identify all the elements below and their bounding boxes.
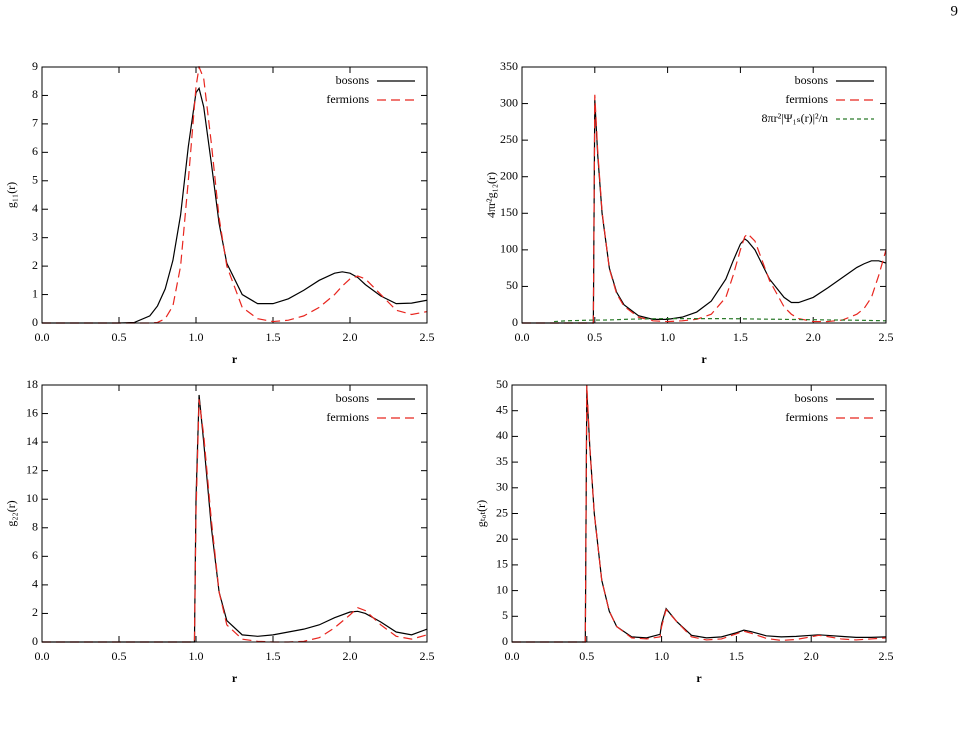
- y-tick-label: 0: [32, 315, 38, 329]
- y-tick-label: 20: [496, 531, 508, 545]
- x-axis-label: r: [701, 352, 707, 366]
- y-tick-label: 0: [32, 634, 38, 648]
- y-tick-label: 3: [32, 229, 38, 243]
- y-axis-label: g₁₁(r): [4, 182, 18, 208]
- series-line: [42, 86, 427, 324]
- y-tick-label: 5: [502, 608, 508, 622]
- x-tick-label: 2.5: [420, 649, 435, 663]
- y-tick-label: 14: [26, 434, 38, 448]
- x-tick-label: 0.0: [35, 330, 50, 344]
- legend-label: bosons: [336, 391, 370, 405]
- x-tick-label: 2.0: [806, 330, 821, 344]
- x-tick-label: 1.0: [189, 649, 204, 663]
- legend-label: bosons: [336, 73, 370, 87]
- y-tick-label: 7: [32, 116, 38, 130]
- page-number: 9: [951, 3, 959, 19]
- x-tick-label: 0.0: [35, 649, 50, 663]
- x-tick-label: 1.5: [729, 649, 744, 663]
- y-tick-label: 15: [496, 557, 508, 571]
- chart: 0 50 100 150 200 250 300 350 0.0 0.5 1.0 1.5 2.0 2.5 r…: [484, 59, 894, 366]
- x-tick-label: 0.0: [505, 649, 520, 663]
- y-tick-label: 8: [32, 520, 38, 534]
- legend-label: fermions: [326, 92, 369, 106]
- series-line: [42, 394, 427, 643]
- x-tick-label: 1.5: [733, 330, 748, 344]
- x-tick-label: 1.0: [660, 330, 675, 344]
- legend-label: bosons: [795, 73, 829, 87]
- y-tick-label: 6: [32, 548, 38, 562]
- y-tick-label: 350: [500, 59, 518, 73]
- chart: 0 1 2 3 4 5 6 7 8 9 0.0 0.5 1.0 1.5 2.0 2.5 r g₁₁(r) boson…: [4, 59, 435, 366]
- x-axis-label: r: [232, 352, 238, 366]
- plot-frame: [511, 384, 887, 643]
- x-axis-label: r: [232, 671, 238, 685]
- x-tick-label: 0.5: [112, 649, 127, 663]
- x-tick-label: 1.5: [266, 649, 281, 663]
- series-line: [42, 399, 427, 643]
- y-tick-label: 9: [32, 59, 38, 73]
- y-tick-label: 1: [32, 286, 38, 300]
- legend-label: bosons: [795, 391, 829, 405]
- chart: 0 5 10 15 20 25 30 35 40 45 50 0.0 0.5 1.0 1.5 2.0 2.5 r g…: [474, 377, 894, 685]
- y-tick-label: 2: [32, 258, 38, 272]
- x-tick-label: 0.5: [587, 330, 602, 344]
- y-tick-label: 30: [496, 480, 508, 494]
- y-tick-label: 8: [32, 87, 38, 101]
- y-tick-label: 45: [496, 402, 508, 416]
- y-tick-label: 5: [32, 173, 38, 187]
- series-line: [553, 318, 886, 323]
- y-tick-label: 50: [496, 377, 508, 391]
- y-tick-label: 40: [496, 428, 508, 442]
- legend-label: fermions: [785, 92, 828, 106]
- y-tick-label: 50: [506, 278, 518, 292]
- y-axis-label: g₂₂(r): [4, 500, 18, 526]
- x-tick-label: 0.5: [112, 330, 127, 344]
- legend-label: fermions: [785, 410, 828, 424]
- x-tick-label: 2.0: [343, 330, 358, 344]
- x-tick-label: 1.0: [189, 330, 204, 344]
- legend-label: 8πr²|Ψ₁ₛ(r)|²/n: [762, 111, 828, 125]
- x-tick-label: 1.5: [266, 330, 281, 344]
- y-tick-label: 0: [512, 315, 518, 329]
- y-tick-label: 4: [32, 201, 38, 215]
- x-tick-label: 1.0: [654, 649, 669, 663]
- series-line: [512, 390, 886, 643]
- y-tick-label: 250: [500, 132, 518, 146]
- y-tick-label: 18: [26, 377, 38, 391]
- y-tick-label: 16: [26, 405, 38, 419]
- y-tick-label: 12: [26, 462, 38, 476]
- series-line: [522, 94, 886, 324]
- y-tick-label: 4: [32, 577, 38, 591]
- plot-frame: [41, 384, 428, 643]
- series-line: [522, 99, 886, 324]
- y-tick-label: 200: [500, 168, 518, 182]
- plot-frame: [521, 66, 887, 324]
- x-tick-label: 2.5: [879, 330, 894, 344]
- y-tick-label: 25: [496, 505, 508, 519]
- x-tick-label: 0.5: [579, 649, 594, 663]
- x-tick-label: 0.0: [515, 330, 530, 344]
- legend-label: fermions: [326, 410, 369, 424]
- y-tick-label: 6: [32, 144, 38, 158]
- x-axis-label: r: [696, 671, 702, 685]
- x-tick-label: 2.5: [420, 330, 435, 344]
- y-tick-label: 100: [500, 242, 518, 256]
- plot-frame: [41, 66, 428, 324]
- y-tick-label: 0: [502, 634, 508, 648]
- y-tick-label: 10: [496, 582, 508, 596]
- x-tick-label: 2.5: [879, 649, 894, 663]
- y-tick-label: 300: [500, 95, 518, 109]
- y-tick-label: 150: [500, 205, 518, 219]
- y-tick-label: 10: [26, 491, 38, 505]
- series-line: [512, 384, 886, 643]
- x-tick-label: 2.0: [804, 649, 819, 663]
- x-tick-label: 2.0: [343, 649, 358, 663]
- y-tick-label: 2: [32, 605, 38, 619]
- y-tick-label: 35: [496, 454, 508, 468]
- series-line: [42, 66, 427, 324]
- chart: 0 2 4 6 8 10 12 14 16 18 0.0 0.5 1.0 1.5 2.0 2.5 r g₂₂(r)…: [4, 377, 435, 685]
- y-axis-label: gₜₒₜ(r): [474, 500, 488, 527]
- y-axis-label: 4πr²g₁₂(r): [484, 172, 498, 218]
